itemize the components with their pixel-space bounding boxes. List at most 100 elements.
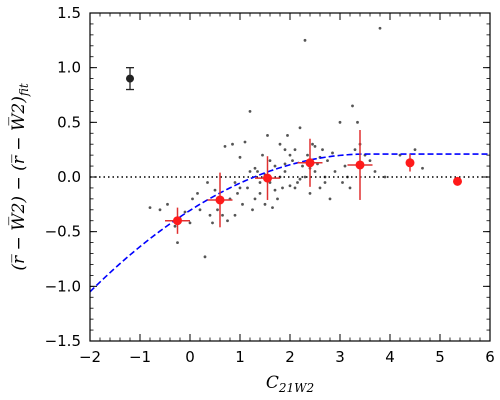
- scatter-point: [221, 213, 224, 217]
- scatter-point: [421, 166, 424, 170]
- scatter-point: [283, 148, 287, 152]
- x-tick-label: −1: [129, 348, 151, 366]
- scatter-point: [343, 164, 347, 168]
- scatter-point: [233, 213, 237, 217]
- scatter-point: [293, 148, 297, 152]
- scatter-point: [328, 197, 332, 201]
- x-tick-label: 1: [235, 348, 245, 366]
- binned-point: [263, 173, 272, 183]
- scatter-point: [288, 153, 292, 157]
- scatter-point: [246, 186, 249, 190]
- scatter-point: [183, 210, 187, 214]
- scatter-point: [256, 170, 259, 173]
- scatter-point: [298, 177, 302, 181]
- tick-labels-layer: −2 −1 0 1 2 3 4 5 6 −1.5 −1.0 −0.5 0.0 0.5 1.0 1.5: [45, 4, 495, 366]
- scatter-point: [351, 104, 354, 108]
- x-tick-label: 0: [185, 348, 195, 366]
- scatter-point: [353, 148, 357, 152]
- scatter-point: [278, 142, 282, 146]
- binned-points: [165, 129, 462, 234]
- fit-curve-layer: [89, 153, 490, 293]
- scatter-point: [311, 142, 314, 146]
- scatter-point: [303, 175, 307, 179]
- scatter-point: [333, 170, 337, 173]
- x-tick-label: 6: [485, 348, 495, 366]
- scatter-point: [281, 186, 284, 190]
- scatter-point: [276, 197, 279, 201]
- x-axis-label-main: C: [266, 373, 279, 393]
- x-tick-label: 5: [435, 348, 445, 366]
- y-axis-label: (r̅ − W̅2) − (r̅ − W̅2)fit: [8, 83, 31, 271]
- scatter-point: [253, 166, 257, 170]
- scatter-point: [158, 208, 162, 212]
- scatter-point: [223, 144, 227, 148]
- x-tick-label: 4: [385, 348, 395, 366]
- scatter-point: [251, 208, 254, 212]
- scatter-point: [268, 159, 272, 163]
- scatter-point: [238, 186, 242, 190]
- scatter-point: [148, 206, 152, 210]
- scatter-point: [273, 188, 277, 192]
- scatter-point: [198, 208, 202, 212]
- y-axis-label-sub: fit: [17, 83, 31, 97]
- scatter-point: [226, 219, 229, 223]
- scatter-point: [378, 26, 382, 30]
- scatter-point: [303, 38, 307, 42]
- scatter-point: [356, 120, 359, 124]
- x-tick-label: −2: [79, 348, 101, 366]
- y-tick-label: 0.5: [57, 113, 81, 131]
- scatter-point: [166, 202, 169, 206]
- scatter-point: [211, 221, 214, 225]
- plot-frame: [89, 12, 491, 342]
- y-tick-label: 0.0: [57, 168, 81, 186]
- y-tick-label: −1.0: [45, 277, 81, 295]
- scatter-point: [331, 151, 334, 155]
- binned-point: [305, 158, 315, 168]
- scatter-point: [188, 221, 192, 225]
- scatter-points: [148, 26, 424, 259]
- scatter-point: [253, 197, 257, 201]
- scatter-point: [241, 202, 244, 206]
- scatter-point: [231, 142, 234, 146]
- scatter-point: [238, 155, 242, 159]
- scatter-point: [373, 170, 377, 173]
- binned-point: [215, 195, 225, 205]
- scatter-point: [368, 159, 372, 163]
- scatter-point: [326, 159, 329, 163]
- scatter-point: [271, 206, 274, 210]
- scatter-point: [173, 224, 177, 228]
- scatter-point: [383, 175, 387, 179]
- scatter-point: [301, 164, 304, 168]
- scatter-point: [318, 186, 322, 190]
- scatter-point: [258, 181, 262, 184]
- scatter-point: [248, 110, 252, 113]
- scatter-point: [313, 170, 317, 173]
- scatter-point: [286, 134, 289, 137]
- binned-point: [453, 176, 462, 186]
- scatter-point: [206, 181, 209, 184]
- scatter-point: [283, 162, 287, 166]
- sample-point: [126, 74, 134, 83]
- scatter-point: [293, 186, 297, 190]
- scatter-point: [291, 159, 294, 163]
- x-axis-label: C21W2: [266, 373, 314, 395]
- y-tick-label: 1.0: [57, 59, 81, 77]
- x-axis-label-sub: 21W2: [278, 381, 314, 395]
- scatter-point: [216, 208, 219, 212]
- scatter-point: [233, 181, 237, 184]
- binned-point: [405, 158, 415, 168]
- sample-error-layer: [126, 67, 134, 91]
- scatter-point: [283, 170, 287, 173]
- scatter-point: [308, 192, 312, 195]
- scatter-point: [298, 126, 302, 130]
- x-tick-label: 3: [335, 348, 345, 366]
- scatter-point: [191, 197, 194, 201]
- x-tick-label: 2: [285, 348, 295, 366]
- scatter-point: [288, 184, 292, 188]
- scatter-point: [341, 181, 344, 184]
- scatter-point: [413, 148, 417, 152]
- scatter-point: [306, 153, 309, 157]
- scatter-point: [208, 213, 212, 217]
- scatter-point: [196, 192, 199, 195]
